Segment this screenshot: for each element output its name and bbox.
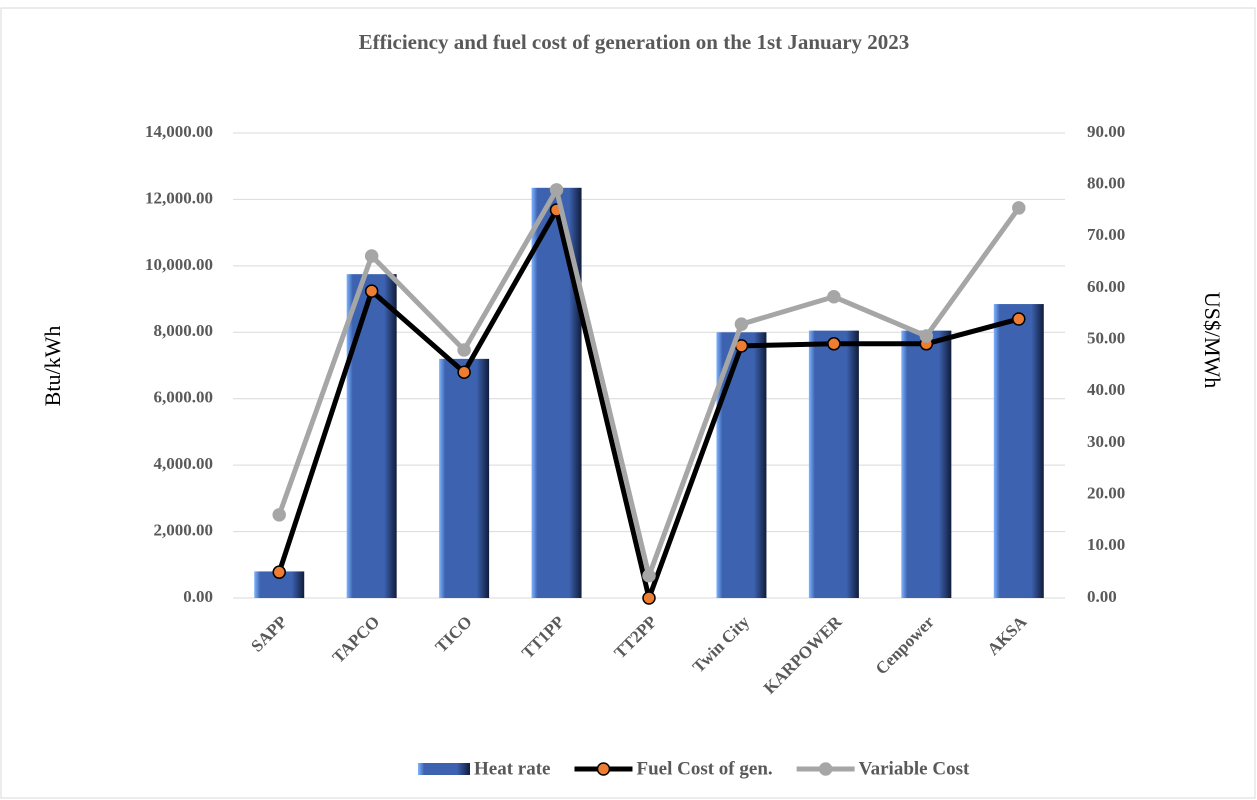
chart-frame [0, 7, 1256, 799]
y-axis-title: Btu/kWh [40, 326, 65, 407]
marker [1012, 201, 1026, 215]
y-tick-label: 12,000.00 [145, 188, 213, 207]
legend-label: Fuel Cost of gen. [636, 758, 772, 779]
bar [808, 330, 859, 598]
y2-tick-label: 40.00 [1087, 380, 1125, 399]
legend-label: Variable Cost [859, 758, 970, 779]
bar [439, 358, 490, 598]
y2-tick-label: 80.00 [1087, 174, 1125, 193]
bar [346, 274, 397, 598]
y-tick-label: 2,000.00 [154, 520, 214, 539]
marker [272, 565, 286, 579]
marker [549, 183, 564, 197]
marker [642, 591, 656, 605]
y2-tick-label: 10.00 [1087, 535, 1125, 554]
y-tick-label: 0.00 [183, 587, 213, 606]
y2-tick-label: 60.00 [1087, 277, 1125, 296]
legend-label: Heat rate [474, 758, 550, 779]
marker [364, 249, 379, 263]
y2-tick-label: 30.00 [1087, 432, 1125, 451]
bar [901, 330, 952, 598]
marker [734, 317, 749, 331]
marker [364, 284, 379, 298]
y-tick-label: 4,000.00 [154, 454, 214, 473]
marker [827, 290, 841, 304]
y-tick-label: 8,000.00 [154, 321, 214, 340]
marker [919, 329, 934, 343]
y2-tick-label: 0.00 [1087, 587, 1117, 606]
y2-tick-label: 50.00 [1087, 329, 1125, 348]
y2-tick-label: 70.00 [1087, 225, 1125, 244]
marker [457, 365, 471, 379]
y-tick-label: 14,000.00 [145, 122, 213, 141]
legend-marker [818, 762, 833, 776]
bar [531, 187, 582, 598]
marker [272, 508, 286, 522]
marker [457, 343, 471, 357]
legend-swatch [418, 763, 470, 775]
chart-title: Efficiency and fuel cost of generation o… [359, 30, 910, 54]
y2-tick-label: 20.00 [1087, 484, 1125, 503]
marker [827, 337, 841, 351]
bar [993, 304, 1044, 598]
y-tick-label: 6,000.00 [154, 388, 214, 407]
y2-axis-title: US$/MWh [1200, 292, 1225, 389]
y-tick-label: 10,000.00 [145, 255, 213, 274]
marker [642, 569, 656, 583]
y2-tick-label: 90.00 [1087, 122, 1125, 141]
legend-marker [596, 762, 611, 776]
marker [1012, 312, 1026, 326]
